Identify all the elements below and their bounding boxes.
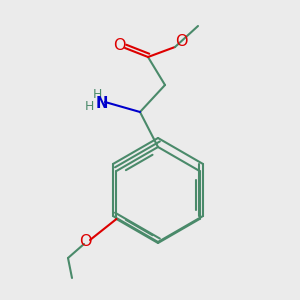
Text: O: O: [113, 38, 125, 53]
Text: H: H: [92, 88, 102, 100]
Text: O: O: [79, 235, 91, 250]
Text: O: O: [175, 34, 187, 49]
Text: H: H: [84, 100, 94, 113]
Text: N: N: [96, 97, 108, 112]
